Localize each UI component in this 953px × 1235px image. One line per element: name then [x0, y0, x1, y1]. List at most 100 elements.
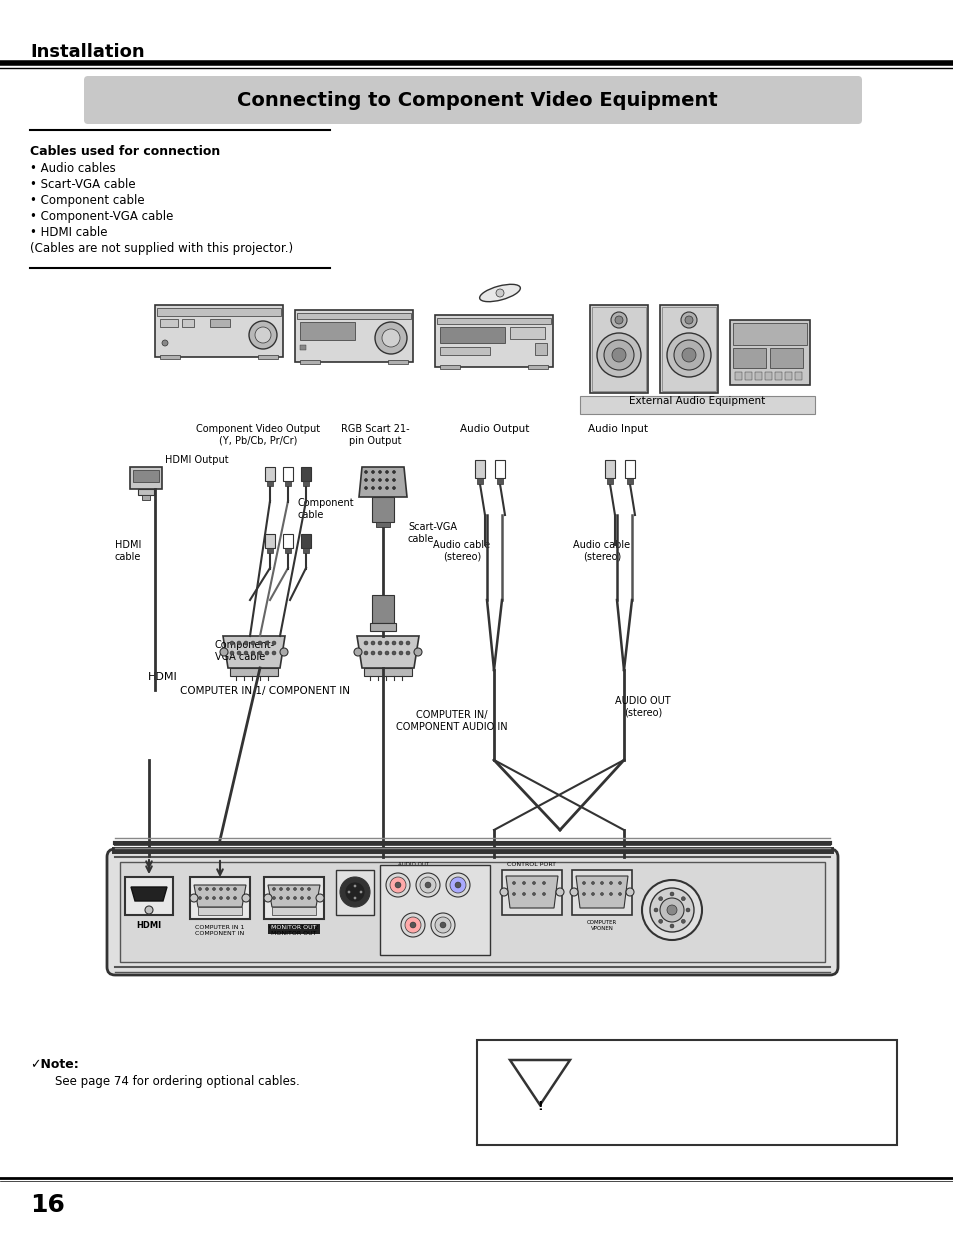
Circle shape: [398, 651, 402, 655]
Circle shape: [251, 651, 254, 655]
Text: VIDEO IN: VIDEO IN: [397, 942, 426, 947]
Text: COMPUTER IN/
COMPONENT AUDIO IN: COMPUTER IN/ COMPONENT AUDIO IN: [395, 710, 507, 731]
Text: COMPUTER IN 2
MONITOR OUT: COMPUTER IN 2 MONITOR OUT: [269, 925, 318, 936]
Circle shape: [205, 897, 209, 899]
Circle shape: [385, 641, 389, 645]
Text: Audio cable
(stereo): Audio cable (stereo): [573, 540, 630, 562]
Bar: [190, 877, 250, 919]
Circle shape: [345, 882, 365, 902]
Circle shape: [609, 893, 612, 895]
Circle shape: [190, 894, 198, 902]
Circle shape: [666, 905, 677, 915]
Circle shape: [406, 651, 410, 655]
Circle shape: [280, 648, 288, 656]
Bar: [364, 668, 412, 676]
Text: Installation: Installation: [30, 43, 145, 61]
Bar: [283, 467, 293, 480]
Circle shape: [254, 327, 271, 343]
Circle shape: [522, 893, 525, 895]
Circle shape: [378, 471, 381, 473]
Circle shape: [385, 651, 389, 655]
Bar: [659, 305, 718, 393]
Circle shape: [542, 882, 545, 884]
Circle shape: [392, 641, 395, 645]
Bar: [285, 480, 291, 487]
Bar: [604, 459, 615, 478]
Circle shape: [264, 894, 272, 902]
Circle shape: [364, 487, 367, 489]
Bar: [268, 924, 319, 934]
Text: equipment from the AC outlet: equipment from the AC outlet: [589, 1084, 766, 1097]
Text: HDMI Output: HDMI Output: [165, 454, 229, 466]
Text: Audio Output: Audio Output: [460, 424, 529, 433]
Circle shape: [236, 651, 241, 655]
Bar: [299, 345, 306, 350]
Bar: [160, 319, 178, 327]
Polygon shape: [356, 636, 418, 668]
Bar: [794, 372, 801, 380]
Circle shape: [658, 919, 662, 924]
Text: • Component-VGA cable: • Component-VGA cable: [30, 210, 173, 224]
Circle shape: [597, 333, 640, 377]
Bar: [264, 877, 324, 919]
Circle shape: [532, 893, 535, 895]
Circle shape: [377, 651, 381, 655]
Circle shape: [669, 924, 673, 927]
Bar: [764, 372, 771, 380]
Circle shape: [220, 648, 228, 656]
Circle shape: [654, 908, 658, 911]
Circle shape: [392, 478, 395, 482]
Bar: [157, 308, 281, 316]
Circle shape: [273, 897, 275, 899]
Bar: [732, 348, 765, 368]
Circle shape: [162, 340, 168, 346]
Circle shape: [233, 888, 236, 890]
Circle shape: [265, 641, 269, 645]
Bar: [626, 478, 633, 484]
Bar: [497, 478, 502, 484]
Text: • Audio cables: • Audio cables: [30, 162, 115, 175]
Bar: [120, 862, 824, 962]
Bar: [130, 467, 162, 489]
Text: both the projector and external: both the projector and external: [589, 1068, 775, 1081]
Circle shape: [198, 897, 201, 899]
Bar: [732, 324, 806, 345]
Bar: [592, 308, 645, 391]
Circle shape: [300, 897, 303, 899]
Circle shape: [610, 312, 626, 329]
Circle shape: [375, 322, 407, 354]
Text: External Audio Equipment: External Audio Equipment: [628, 396, 764, 406]
Circle shape: [392, 487, 395, 489]
FancyBboxPatch shape: [107, 848, 837, 974]
Circle shape: [406, 641, 410, 645]
Text: Cables used for connection: Cables used for connection: [30, 144, 220, 158]
Circle shape: [242, 894, 250, 902]
Bar: [335, 869, 374, 915]
Bar: [372, 496, 394, 522]
Bar: [495, 459, 504, 478]
Circle shape: [279, 888, 282, 890]
Text: 16: 16: [30, 1193, 65, 1216]
Circle shape: [410, 923, 416, 927]
Bar: [579, 396, 814, 414]
Circle shape: [381, 329, 399, 347]
Circle shape: [439, 923, 446, 927]
Circle shape: [213, 888, 215, 890]
Circle shape: [385, 478, 388, 482]
Circle shape: [666, 333, 710, 377]
Circle shape: [364, 641, 368, 645]
Bar: [388, 359, 408, 364]
Bar: [729, 320, 809, 385]
Circle shape: [435, 918, 451, 932]
Circle shape: [582, 893, 585, 895]
Circle shape: [378, 478, 381, 482]
Bar: [296, 312, 411, 319]
Bar: [294, 310, 413, 362]
Circle shape: [378, 487, 381, 489]
Circle shape: [499, 888, 507, 897]
Bar: [379, 864, 490, 955]
Circle shape: [213, 897, 215, 899]
Text: Component Video Output
(Y, Pb/Cb, Pr/Cr): Component Video Output (Y, Pb/Cb, Pr/Cr): [195, 424, 319, 446]
Polygon shape: [268, 885, 319, 906]
Bar: [372, 595, 394, 622]
